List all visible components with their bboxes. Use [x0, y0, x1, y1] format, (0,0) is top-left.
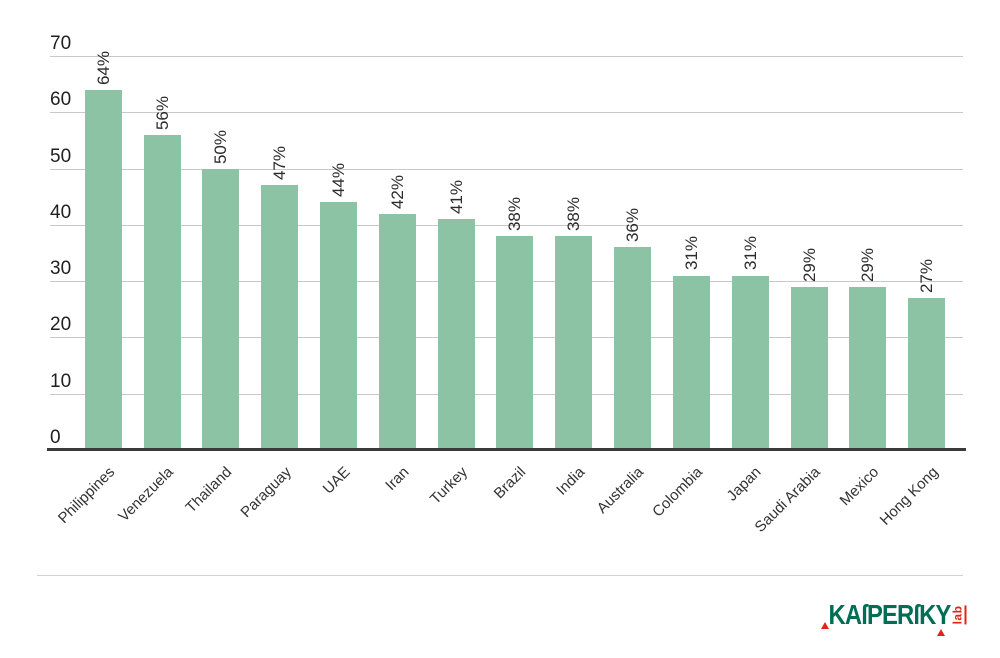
bar [555, 236, 593, 448]
bar [496, 236, 534, 448]
x-axis-category-label: Venezuela [115, 463, 177, 526]
bar [672, 275, 710, 448]
y-axis-tick-label: 10 [50, 370, 72, 392]
bar-value-label: 36% [623, 208, 643, 243]
y-axis-tick-label: 0 [50, 427, 61, 448]
y-axis-tick-label: 30 [50, 258, 72, 280]
x-axis-line [47, 448, 966, 451]
logo-red-triangle-y-icon [937, 629, 945, 636]
bar [202, 168, 240, 448]
x-axis-category-label: Paraguay [236, 463, 295, 522]
bar [731, 275, 769, 448]
x-axis-category-label: Japan [723, 463, 765, 505]
bar [84, 89, 122, 448]
bar [261, 185, 299, 448]
bar-value-label: 41% [446, 180, 466, 215]
bar-value-label: 44% [329, 163, 349, 198]
logo-lab-wrap: lab [950, 598, 967, 632]
bar-value-label: 31% [740, 236, 760, 271]
bar [849, 286, 887, 448]
bar [378, 213, 416, 448]
bar-value-label: 31% [681, 236, 701, 271]
y-axis-tick-label: 50 [50, 145, 72, 167]
bar-value-label: 64% [93, 50, 113, 85]
y-axis-tick-label: 60 [50, 89, 72, 111]
bar-value-label: 38% [505, 197, 525, 232]
x-axis-category-label: Mexico [836, 463, 883, 510]
bar [614, 247, 652, 448]
bar [143, 134, 181, 448]
bar-value-label: 27% [917, 259, 937, 294]
x-axis-category-label: Colombia [649, 463, 707, 521]
bar-value-label: 29% [799, 247, 819, 282]
kaspersky-lab-logo: KAſPERſKY lab [800, 598, 967, 636]
bar-value-label: 50% [211, 129, 231, 164]
bar [320, 202, 358, 448]
gridline [50, 112, 963, 113]
bar-value-label: 29% [858, 247, 878, 282]
bar-value-label: 56% [152, 95, 172, 130]
gridline [50, 225, 963, 226]
logo-lab-text: lab [950, 605, 966, 625]
gridline [50, 56, 963, 57]
gridline [50, 169, 963, 170]
bar [908, 298, 946, 448]
y-axis-tick-label: 40 [50, 201, 72, 223]
logo-red-triangle-a-icon [821, 622, 829, 629]
x-axis-category-label: Iran [381, 463, 413, 494]
bar-value-label: 42% [387, 174, 407, 209]
y-axis-tick-label: 70 [50, 33, 72, 54]
x-axis-category-label: UAE [319, 463, 354, 498]
kaspersky-wordmark: KAſPERſKY [828, 599, 951, 630]
x-axis-category-label: Philippines [54, 463, 118, 527]
x-axis-category-label: Thailand [182, 463, 236, 517]
bar-value-label: 47% [270, 146, 290, 181]
kaspersky-wordmark-wrap: KAſPERſKY [800, 598, 951, 636]
x-axis-category-label: Brazil [491, 463, 530, 503]
y-axis-tick-label: 20 [50, 314, 72, 336]
bar [437, 219, 475, 448]
x-axis-category-label: Australia [594, 463, 648, 517]
separator-line [37, 575, 963, 576]
x-axis-category-label: India [553, 463, 589, 499]
x-axis-category-label: Hong Kong [876, 463, 942, 529]
x-axis-category-label: Turkey [426, 463, 471, 508]
bar-value-label: 38% [564, 197, 584, 232]
bar [790, 286, 828, 448]
